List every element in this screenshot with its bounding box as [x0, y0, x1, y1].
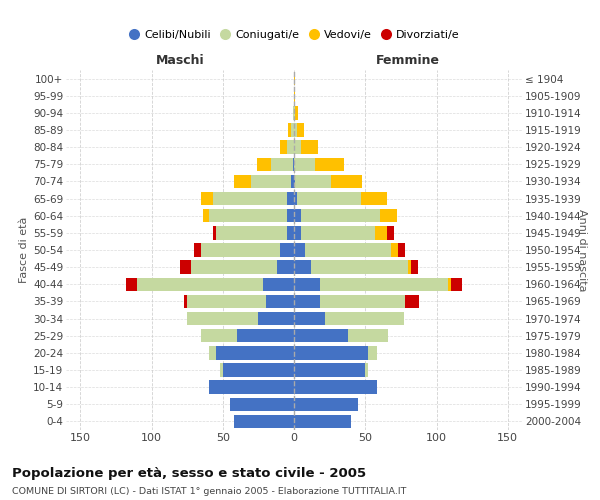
Text: Femmine: Femmine: [376, 54, 440, 66]
Bar: [365, 364, 368, 376]
Bar: [294, 89, 295, 102]
Bar: [263, 278, 294, 291]
Bar: [277, 260, 294, 274]
Legend: Celibi/Nubili, Coniugati/e, Vedovi/e, Divorziati/e: Celibi/Nubili, Coniugati/e, Vedovi/e, Di…: [124, 25, 464, 45]
Bar: [316, 158, 344, 171]
Bar: [294, 380, 377, 394]
Bar: [215, 346, 294, 360]
Bar: [297, 124, 304, 136]
Bar: [294, 312, 325, 326]
Bar: [408, 260, 411, 274]
Bar: [291, 174, 294, 188]
Bar: [234, 414, 294, 428]
Bar: [294, 106, 295, 120]
Bar: [294, 398, 358, 411]
Bar: [202, 244, 280, 256]
Bar: [311, 260, 408, 274]
Bar: [180, 260, 191, 274]
Bar: [280, 244, 294, 256]
Bar: [251, 174, 291, 188]
Bar: [294, 346, 368, 360]
Bar: [368, 346, 377, 360]
Bar: [294, 226, 301, 239]
Text: Maschi: Maschi: [155, 54, 205, 66]
Bar: [295, 174, 331, 188]
Bar: [287, 209, 294, 222]
Bar: [187, 294, 265, 308]
Bar: [386, 226, 394, 239]
Bar: [380, 209, 397, 222]
Text: COMUNE DI SIRTORI (LC) - Dati ISTAT 1° gennaio 2005 - Elaborazione TUTTITALIA.IT: COMUNE DI SIRTORI (LC) - Dati ISTAT 1° g…: [12, 488, 406, 496]
Bar: [411, 260, 418, 274]
Bar: [287, 140, 294, 154]
Bar: [213, 226, 215, 239]
Bar: [187, 312, 259, 326]
Bar: [305, 244, 391, 256]
Bar: [294, 209, 301, 222]
Bar: [294, 192, 297, 205]
Bar: [301, 226, 375, 239]
Bar: [294, 260, 311, 274]
Bar: [361, 192, 386, 205]
Bar: [301, 209, 380, 222]
Bar: [348, 329, 388, 342]
Bar: [325, 312, 404, 326]
Bar: [295, 106, 298, 120]
Bar: [294, 124, 297, 136]
Bar: [294, 364, 365, 376]
Bar: [320, 294, 405, 308]
Bar: [294, 278, 320, 291]
Bar: [294, 414, 351, 428]
Bar: [257, 158, 271, 171]
Text: Popolazione per età, sesso e stato civile - 2005: Popolazione per età, sesso e stato civil…: [12, 468, 366, 480]
Bar: [265, 294, 294, 308]
Bar: [287, 226, 294, 239]
Bar: [451, 278, 462, 291]
Bar: [215, 226, 287, 239]
Bar: [209, 209, 287, 222]
Bar: [294, 244, 305, 256]
Bar: [203, 209, 209, 222]
Bar: [294, 158, 316, 171]
Bar: [213, 192, 287, 205]
Bar: [448, 278, 451, 291]
Bar: [398, 244, 405, 256]
Bar: [259, 312, 294, 326]
Bar: [294, 294, 320, 308]
Bar: [320, 278, 448, 291]
Bar: [287, 192, 294, 205]
Bar: [237, 329, 294, 342]
Bar: [280, 140, 287, 154]
Bar: [202, 329, 237, 342]
Bar: [294, 174, 295, 188]
Bar: [220, 364, 223, 376]
Bar: [271, 158, 293, 171]
Bar: [137, 278, 263, 291]
Bar: [126, 278, 137, 291]
Bar: [288, 124, 291, 136]
Bar: [301, 140, 318, 154]
Bar: [331, 174, 362, 188]
Bar: [294, 140, 301, 154]
Bar: [293, 158, 294, 171]
Bar: [194, 244, 202, 256]
Y-axis label: Fasce di età: Fasce di età: [19, 217, 29, 283]
Bar: [291, 124, 294, 136]
Bar: [230, 398, 294, 411]
Bar: [375, 226, 386, 239]
Bar: [293, 106, 294, 120]
Bar: [191, 260, 277, 274]
Bar: [294, 329, 348, 342]
Y-axis label: Anni di nascita: Anni di nascita: [577, 209, 587, 291]
Bar: [209, 380, 294, 394]
Bar: [223, 364, 294, 376]
Bar: [184, 294, 187, 308]
Bar: [209, 346, 215, 360]
Bar: [202, 192, 213, 205]
Bar: [391, 244, 398, 256]
Bar: [234, 174, 251, 188]
Bar: [297, 192, 361, 205]
Bar: [405, 294, 419, 308]
Bar: [294, 72, 295, 86]
